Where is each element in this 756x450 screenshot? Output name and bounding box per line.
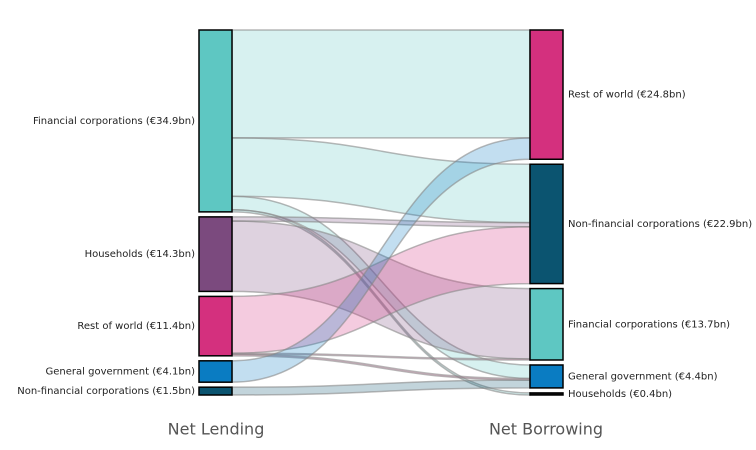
target-node <box>529 392 564 396</box>
target-node <box>529 29 564 160</box>
target-column-title: Net Borrowing <box>489 420 603 439</box>
target-label: Rest of world (€24.8bn) <box>568 90 686 101</box>
source-node <box>198 360 233 383</box>
source-node <box>198 295 233 357</box>
source-node <box>198 29 233 213</box>
links <box>231 29 531 396</box>
target-label: Non-financial corporations (€22.9bn) <box>568 219 752 230</box>
target-node <box>529 163 564 285</box>
source-label: Financial corporations (€34.9bn) <box>33 116 195 127</box>
source-label: Households (€14.3bn) <box>85 249 196 260</box>
target-label: General government (€4.4bn) <box>568 371 718 382</box>
source-node <box>198 386 233 396</box>
flow-link <box>231 379 531 396</box>
target-label: Households (€0.4bn) <box>568 389 672 400</box>
source-column-title: Net Lending <box>168 420 265 439</box>
source-label: Non-financial corporations (€1.5bn) <box>17 386 195 397</box>
source-label: Rest of world (€11.4bn) <box>77 321 195 332</box>
target-label: Financial corporations (€13.7bn) <box>568 319 730 330</box>
target-node <box>529 287 564 361</box>
source-label: General government (€4.1bn) <box>46 366 196 377</box>
flow-link <box>231 29 531 139</box>
target-node <box>529 364 564 389</box>
source-node <box>198 216 233 293</box>
